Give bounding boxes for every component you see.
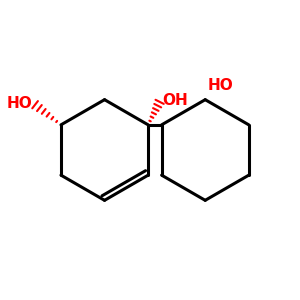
Text: HO: HO [7, 96, 32, 111]
Text: HO: HO [208, 78, 234, 93]
Text: OH: OH [163, 93, 188, 108]
